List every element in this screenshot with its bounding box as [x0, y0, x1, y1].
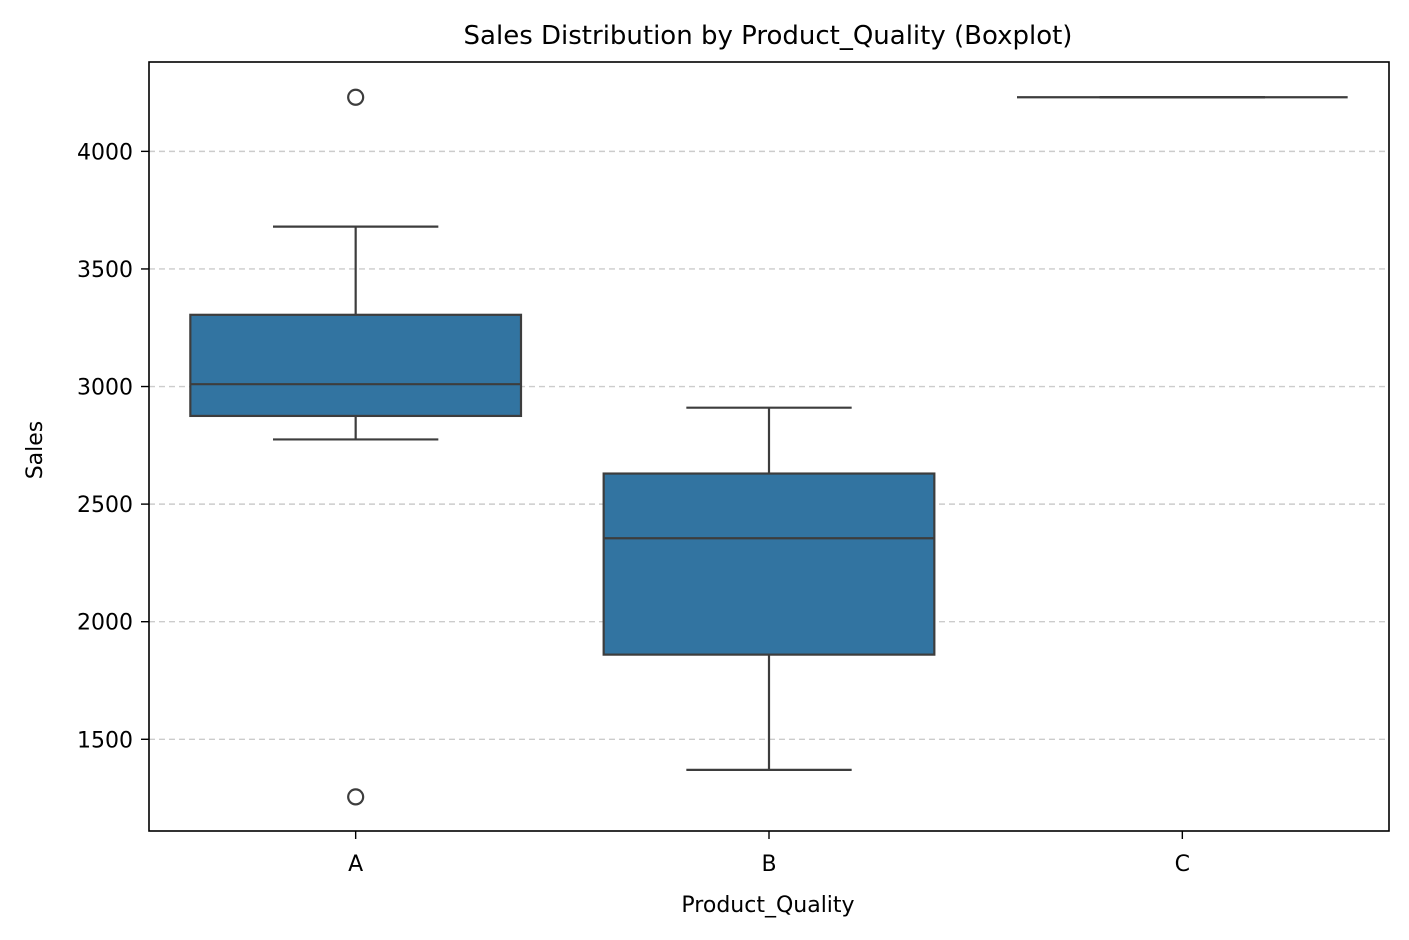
iqr-box	[602, 472, 936, 656]
box-group-a	[189, 88, 523, 806]
y-tick-label: 2000	[77, 611, 133, 636]
box-series	[189, 88, 1348, 806]
y-tick-label: 3500	[77, 258, 133, 283]
outlier-point	[347, 788, 365, 806]
x-tick-label: B	[761, 852, 776, 877]
box-group-b	[602, 406, 936, 771]
y-tick-label: 2500	[77, 493, 133, 518]
y-axis-label: Sales	[23, 421, 48, 480]
y-axis-ticks: 1500 2000 2500 3000 3500 4000	[77, 140, 149, 753]
iqr-box	[189, 313, 523, 418]
chart-title: Sales Distribution by Product_Quality (B…	[464, 21, 1073, 51]
x-tick-label: C	[1175, 852, 1190, 877]
outlier-point	[347, 88, 365, 106]
x-tick-label: A	[348, 852, 363, 877]
x-axis-label: Product_Quality	[681, 893, 854, 918]
y-tick-label: 4000	[77, 140, 133, 165]
x-axis-ticks: A B C	[348, 831, 1190, 877]
y-tick-label: 1500	[77, 728, 133, 753]
y-tick-label: 3000	[77, 376, 133, 401]
